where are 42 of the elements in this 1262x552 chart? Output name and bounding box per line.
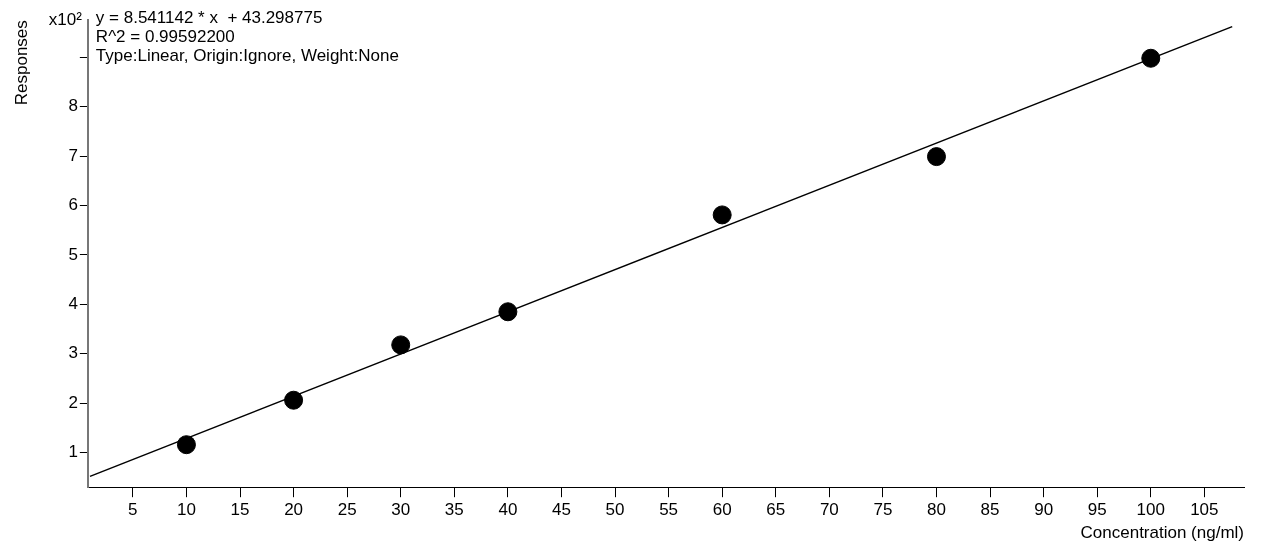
y-tick-label: 7: [68, 145, 78, 165]
x-tick-label: 40: [498, 500, 518, 520]
x-tick-label: 90: [1034, 500, 1054, 520]
x-tick-label: 20: [284, 500, 304, 520]
y-tick-label: 2: [68, 392, 78, 412]
y-tick-label: 6: [68, 195, 78, 215]
point: [926, 147, 946, 167]
x-tick-label: 30: [391, 500, 411, 520]
x-tick-label: 60: [712, 500, 732, 520]
x-tick-label: 10: [176, 500, 196, 520]
y-tick-label: 5: [68, 244, 78, 264]
x-tick-label: 105: [1190, 500, 1219, 520]
point: [712, 205, 732, 225]
x-tick-label: 85: [980, 500, 1000, 520]
x-tick-label: 45: [552, 500, 571, 520]
x-tick-label: 65: [766, 500, 786, 520]
x-tick-label: 95: [1087, 500, 1107, 520]
x-tick-label: 15: [230, 500, 250, 520]
point: [498, 302, 518, 322]
point: [284, 390, 304, 410]
x-tick-label: 25: [337, 500, 357, 520]
x-axis-title: Concentration (ng/ml): [1080, 523, 1244, 543]
x-tick-label: 100: [1136, 500, 1165, 520]
x-tick-label: 80: [927, 500, 946, 520]
y-tick-label: 1: [68, 442, 78, 462]
y-tick-label: 8: [68, 96, 78, 116]
annotation: Type:Linear, Origin:Ignore, Weight:None: [95, 46, 399, 66]
text: x10²: [48, 10, 83, 30]
point: [1141, 48, 1161, 68]
y-tick-label: 3: [68, 343, 78, 363]
y-tick-label: 4: [68, 294, 78, 314]
point: [176, 435, 196, 455]
annotation: y = 8.541142 * x + 43.298775: [95, 8, 323, 28]
x-tick-label: 55: [659, 500, 679, 520]
x-tick-label: 50: [605, 500, 625, 520]
x-tick-label: 5: [128, 500, 138, 520]
annotation: R^2 = 0.99592200: [95, 27, 235, 47]
y-axis-title: Responses: [11, 20, 31, 106]
x-tick-label: 35: [444, 500, 464, 520]
x-tick-label: 70: [819, 500, 839, 520]
x-tick-label: 75: [873, 500, 893, 520]
point: [391, 335, 411, 355]
